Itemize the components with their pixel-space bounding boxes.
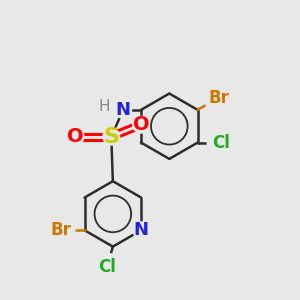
Circle shape [93,253,121,282]
Text: S: S [103,127,119,147]
Circle shape [133,222,149,238]
Circle shape [207,128,236,157]
Text: N: N [134,221,149,239]
Circle shape [67,128,84,145]
Text: Br: Br [208,89,229,107]
Circle shape [103,128,120,145]
Text: O: O [67,127,84,146]
Circle shape [204,84,232,112]
Text: H: H [98,99,110,114]
Text: Cl: Cl [212,134,230,152]
Text: Br: Br [50,221,71,239]
Text: O: O [133,115,149,134]
Text: Cl: Cl [98,258,116,276]
Circle shape [133,116,149,133]
Text: N: N [116,101,131,119]
Circle shape [115,102,131,118]
Circle shape [46,216,75,244]
